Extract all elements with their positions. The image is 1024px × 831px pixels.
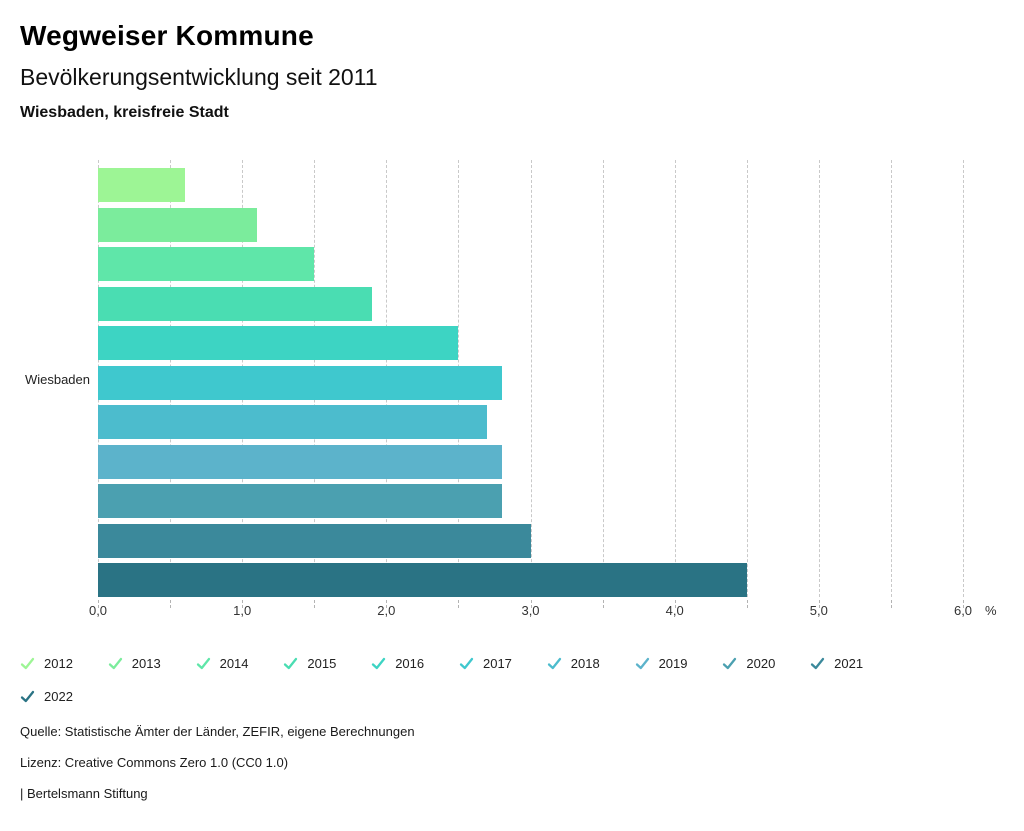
gridline <box>602 160 604 597</box>
bar-2018 <box>98 405 488 439</box>
plot-area <box>98 160 964 608</box>
axis-tick <box>602 600 604 608</box>
bar-2012 <box>98 168 185 202</box>
legend-item-2016[interactable]: 2016 <box>371 652 459 675</box>
x-axis-unit-label: % <box>985 603 997 618</box>
legend-item-2018[interactable]: 2018 <box>547 652 635 675</box>
chart-title: Bevölkerungsentwicklung seit 2011 <box>20 64 378 90</box>
legend-item-2017[interactable]: 2017 <box>459 652 547 675</box>
axis-tick <box>890 600 892 608</box>
bar-2020 <box>98 484 502 518</box>
legend-item-2012[interactable]: 2012 <box>20 652 108 675</box>
legend-year-label: 2019 <box>658 656 688 671</box>
x-tick-label: 4,0 <box>665 603 684 618</box>
legend-year-label: 2020 <box>746 656 776 671</box>
bar-2014 <box>98 247 315 281</box>
axis-tick <box>963 600 964 608</box>
check-icon <box>723 657 737 670</box>
gridline <box>746 160 748 597</box>
gridline <box>963 160 964 597</box>
check-icon <box>459 657 474 670</box>
gridline <box>530 160 532 597</box>
chart-region: Wiesbaden, kreisfreie Stadt <box>20 104 229 121</box>
footer-source-line: Quelle: Statistische Ämter der Länder, Z… <box>20 724 415 739</box>
legend-item-2013[interactable]: 2013 <box>108 652 196 675</box>
gridline <box>818 160 820 597</box>
axis-tick <box>242 600 244 608</box>
check-icon <box>635 657 649 670</box>
check-icon <box>20 690 35 703</box>
bar-2013 <box>98 207 257 242</box>
footer-license-line: Lizenz: Creative Commons Zero 1.0 (CC0 1… <box>20 755 289 770</box>
axis-tick <box>170 600 172 608</box>
x-tick-label: 0,0 <box>88 603 108 618</box>
gridline <box>890 160 892 597</box>
legend-item-2022[interactable]: 2022 <box>20 685 108 708</box>
axis-tick <box>746 600 748 608</box>
x-tick-label: 3,0 <box>521 603 540 618</box>
check-icon <box>108 657 122 670</box>
axis-tick <box>818 600 820 608</box>
y-axis-category-label: Wiesbaden <box>24 372 90 387</box>
check-icon <box>547 657 561 670</box>
app-title: Wegweiser Kommune <box>20 20 314 51</box>
check-icon <box>372 657 386 670</box>
footer-brand-line: | Bertelsmann Stiftung <box>20 786 148 801</box>
legend-item-2021[interactable]: 2021 <box>810 652 898 675</box>
legend-item-2014[interactable]: 2014 <box>196 652 284 675</box>
bar-2021 <box>98 523 531 558</box>
legend-year-label: 2015 <box>307 656 337 671</box>
legend-year-label: 2016 <box>395 656 425 671</box>
x-tick-label: 6,0 <box>953 603 973 618</box>
x-tick-label: 2,0 <box>377 603 396 618</box>
check-icon <box>811 657 825 670</box>
gridline <box>674 160 676 597</box>
bar-2017 <box>98 365 502 400</box>
bar-2016 <box>98 326 459 360</box>
axis-tick <box>386 600 388 608</box>
bar-2015 <box>98 286 372 321</box>
x-axis-labels: % 0,0 1,0 2,0 3,0 4,0 5,0 6,0 <box>89 603 1024 623</box>
check-icon <box>284 657 298 670</box>
legend: 2012 2013 2014 2015 2016 2017 2018 2019 2020 2021… <box>20 652 915 708</box>
bar-2022 <box>98 563 747 597</box>
check-icon <box>20 657 35 670</box>
x-tick-label: 1,0 <box>233 603 252 618</box>
x-tick-label: 5,0 <box>809 603 828 618</box>
footer: Quelle: Statistische Ämter der Länder, Z… <box>20 724 415 817</box>
axis-tick <box>458 600 460 608</box>
legend-year-label: 2022 <box>44 689 73 704</box>
legend-year-label: 2014 <box>219 656 249 671</box>
axis-tick <box>530 600 532 608</box>
check-icon <box>196 657 210 670</box>
axis-tick <box>314 600 316 608</box>
axis-tick <box>98 600 99 608</box>
legend-year-label: 2021 <box>834 656 864 671</box>
bar-2019 <box>98 444 502 479</box>
legend-year-label: 2018 <box>570 656 600 671</box>
axis-tick <box>674 600 676 608</box>
legend-item-2019[interactable]: 2019 <box>635 652 723 675</box>
legend-year-label: 2012 <box>44 656 73 671</box>
legend-year-label: 2017 <box>482 656 512 671</box>
legend-year-label: 2013 <box>131 656 161 671</box>
legend-item-2020[interactable]: 2020 <box>722 652 810 675</box>
legend-item-2015[interactable]: 2015 <box>283 652 371 675</box>
